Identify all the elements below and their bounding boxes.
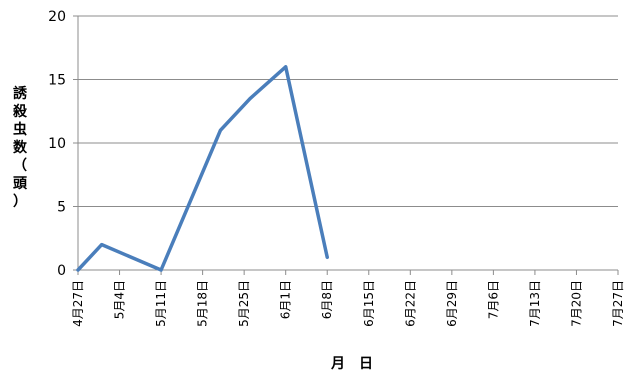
data-point-1	[100, 243, 104, 247]
x-tick-labels: 4月27日 5月4日 5月11日 5月18日 5月25日 6月1日 6月8日 6月15日 6月2…	[71, 280, 625, 327]
gridlines	[78, 15, 618, 207]
y-axis-title: 誘殺虫数（頭）	[12, 85, 28, 210]
x-tick-label-11: 7月13日	[528, 280, 542, 327]
x-tick-label-8: 6月22日	[403, 280, 417, 327]
y-tick-label-10: 10	[48, 136, 66, 152]
x-tick-label-10: 7月6日	[486, 280, 500, 319]
series-line-0	[76, 65, 329, 272]
data-point-5	[284, 65, 288, 69]
data-point-6	[325, 255, 329, 259]
y-tick-label-0: 0	[57, 263, 66, 279]
series-lines	[76, 65, 329, 272]
x-tick-label-9: 6月29日	[445, 280, 459, 327]
axes	[73, 15, 619, 275]
x-tick-label-3: 5月18日	[196, 280, 210, 327]
data-point-0	[76, 268, 80, 272]
x-axis-title: 月 日	[330, 356, 373, 372]
y-tick-labels: 0 5 10 15 20	[48, 9, 66, 279]
x-tick-label-6: 6月8日	[320, 280, 334, 319]
x-tick-label-13: 7月27日	[611, 280, 625, 327]
x-tick-label-1: 5月4日	[113, 280, 127, 319]
x-tick-label-2: 5月11日	[154, 280, 168, 327]
x-tick-label-5: 6月1日	[279, 280, 293, 319]
data-point-4	[248, 97, 252, 101]
x-tick-label-4: 5月25日	[237, 280, 251, 327]
axis-titles: 誘殺虫数（頭） 月 日	[12, 85, 373, 372]
x-tick-label-12: 7月20日	[569, 280, 583, 327]
y-tick-label-5: 5	[57, 200, 66, 216]
data-point-3	[218, 128, 222, 132]
y-tick-label-20: 20	[48, 9, 66, 25]
x-tick-label-0: 4月27日	[71, 280, 85, 327]
data-point-2	[159, 268, 163, 272]
x-tick-label-7: 6月15日	[362, 280, 376, 327]
y-tick-label-15: 15	[48, 73, 66, 89]
